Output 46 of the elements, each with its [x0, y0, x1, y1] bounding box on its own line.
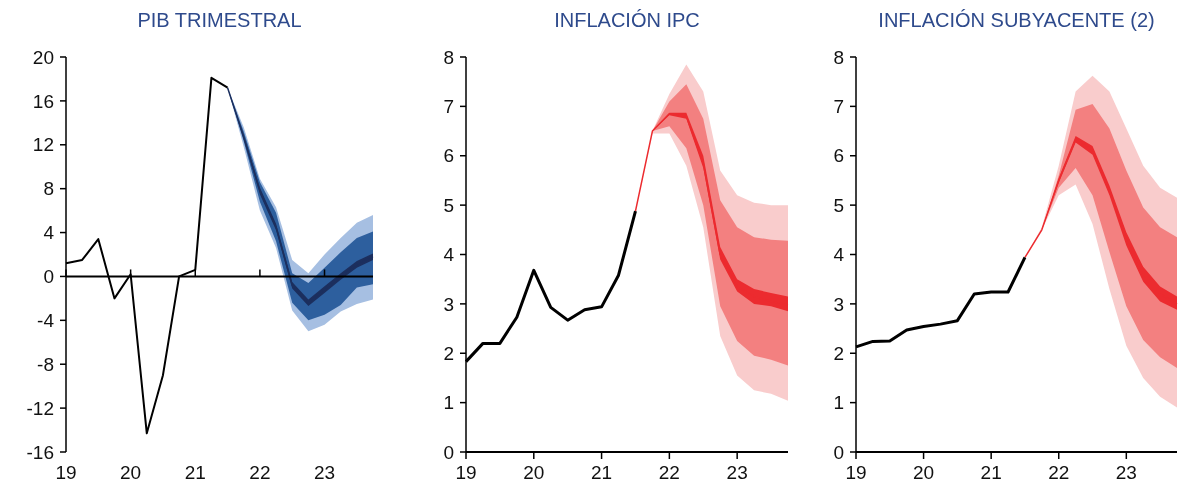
y-tick-label: 12	[32, 134, 54, 156]
y-tick-label: 4	[443, 244, 455, 266]
y-tick-label: 0	[43, 266, 54, 288]
y-tick-label: 3	[833, 293, 844, 315]
y-tick-label: 8	[443, 46, 454, 68]
y-tick-label: 20	[32, 46, 54, 68]
x-tick-label: 22	[249, 462, 271, 483]
x-tick-label: 19	[55, 462, 77, 483]
y-tick-label: 8	[833, 46, 844, 68]
y-tick-label: 6	[833, 145, 844, 167]
x-tick-label: 20	[523, 462, 545, 483]
x-tick-label: 21	[184, 462, 206, 483]
chart-title: INFLACIÓN IPC	[554, 9, 700, 31]
y-tick-label: 1	[833, 392, 844, 414]
y-tick-label: 7	[833, 96, 844, 118]
x-tick-label: 21	[980, 462, 1002, 483]
y-tick-label: 7	[443, 96, 454, 118]
y-tick-label: 16	[32, 90, 54, 112]
x-tick-label: 23	[726, 462, 748, 483]
x-tick-label: 19	[845, 462, 867, 483]
y-tick-label: 2	[833, 342, 844, 364]
x-tick-label: 19	[455, 462, 477, 483]
y-tick-label: 3	[443, 293, 454, 315]
y-tick-label: 2	[443, 342, 454, 364]
y-tick-label: 5	[833, 194, 844, 216]
y-tick-label: 8	[43, 178, 54, 200]
x-tick-label: 23	[1115, 462, 1137, 483]
y-tick-label: -12	[26, 397, 54, 419]
y-tick-label: 5	[443, 194, 454, 216]
y-tick-label: 0	[833, 441, 844, 463]
x-tick-label: 20	[913, 462, 935, 483]
y-tick-label: -16	[26, 441, 54, 463]
chart-title: INFLACIÓN SUBYACENTE (2)	[878, 9, 1155, 31]
x-tick-label: 20	[120, 462, 142, 483]
x-tick-label: 22	[1048, 462, 1070, 483]
y-tick-label: 6	[443, 145, 454, 167]
x-tick-label: 23	[313, 462, 336, 483]
x-tick-label: 21	[591, 462, 613, 483]
chart-title: PIB TRIMESTRAL	[137, 9, 302, 31]
y-tick-label: -8	[37, 353, 54, 375]
x-tick-label: 22	[658, 462, 680, 483]
y-tick-label: 4	[43, 222, 55, 244]
y-tick-label: 0	[443, 441, 454, 463]
y-tick-label: 1	[443, 392, 454, 414]
y-tick-label: 4	[833, 244, 845, 266]
y-tick-label: -4	[37, 309, 55, 331]
